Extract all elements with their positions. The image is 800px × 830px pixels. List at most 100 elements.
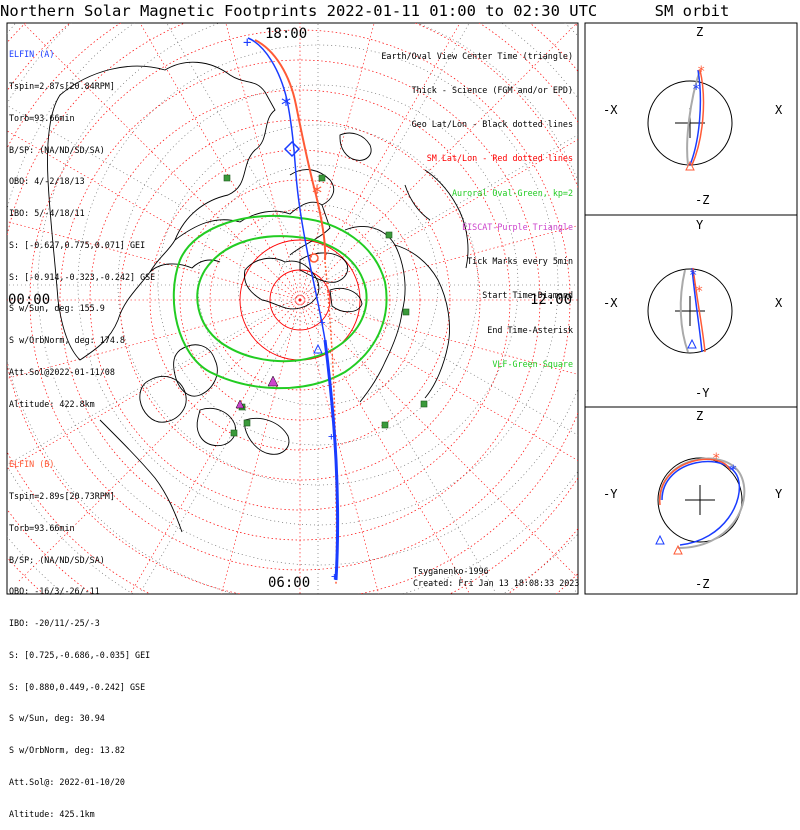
svg-text:*: * [697, 64, 705, 80]
sm-latitude-circle [209, 209, 391, 391]
tick-mark: + [331, 570, 338, 583]
eiscat-triangle [267, 375, 279, 387]
sm-longitude-line [299, 139, 578, 301]
elfin-a-line: Tspin=2.87s[20.84RPM] [9, 80, 115, 91]
orbit2-right-label: X [775, 296, 783, 310]
sm-longitude-line [225, 23, 301, 301]
elfin-b-info: ELFIN (B) Tspin=2.89s[20.73RPM] Torb=93.… [9, 438, 150, 830]
clock-label-right: 12:00 [530, 292, 573, 308]
vlf-square [318, 174, 326, 182]
elfin-a-line: S w/Sun, deg: 155.9 [9, 303, 105, 314]
elfin-b-line: S w/Sun, deg: 30.94 [9, 713, 105, 724]
clock-label-left: 00:00 [8, 292, 51, 308]
elfin-b-line: OBO: -16/3/-26/-11 [9, 586, 100, 597]
legend-item: SM Lat/Lon - Red dotted lines [426, 153, 573, 164]
orbit3-right-label: Y [775, 487, 783, 501]
sm-longitude-line [139, 23, 301, 301]
elfin-a-line: S: [-0.627,0.775,0.071] GEI [9, 239, 146, 250]
orbit2-bottom-label: -Y [695, 386, 710, 400]
vlf-square [381, 421, 389, 429]
start-asterisk: * [311, 181, 323, 205]
elfin-a-line: S: [-0.914,-0.323,-0.242] GSE [9, 271, 156, 282]
start-diamond [283, 140, 301, 158]
sm-longitude-line [7, 299, 301, 379]
sm-longitude-line [299, 23, 461, 301]
orbit-title: SM orbit [654, 2, 730, 20]
elfin-a-line: IBO: 5/-4/18/11 [9, 208, 85, 219]
vlf-stations [223, 174, 428, 437]
elfin-a-line: Att.Sol@2022-01-11/08 [9, 367, 115, 377]
elfin-b-line: S: [0.880,0.449,-0.242] GSE [9, 681, 146, 692]
orbit-panel-yz: * * [655, 451, 746, 555]
legend-item: VLF-Green Square [492, 358, 573, 369]
sm-longitude-line [7, 221, 301, 301]
elfin-b-line: Att.Sol@: 2022-01-10/20 [9, 777, 125, 787]
svg-text:*: * [712, 451, 720, 467]
sm-latitude-circle [29, 29, 571, 571]
elfin-a-line: B/SP: (NA/ND/SD/SA) [9, 144, 105, 155]
coastlines [47, 61, 469, 533]
footprint-map: * * + + + + * * * * [6, 22, 798, 595]
orbit2-top-label: Y [696, 218, 704, 232]
legend-item: Geo Lat/Lon - Black dotted lines [411, 119, 573, 130]
orbit-panel-xy: * * [647, 267, 733, 354]
elfin-b-line: IBO: -20/11/-25/-3 [9, 618, 100, 629]
clock-label-bottom: 06:00 [268, 575, 311, 591]
legend-item: End Time-Asterisk [487, 324, 573, 335]
created-label: Created: Fri Jan 13 18:08:33 2023 [413, 578, 580, 588]
clock-label-top: 18:00 [265, 26, 308, 42]
orbit3-top-label: Z [696, 409, 704, 423]
elfin-b-line: B/SP: (NA/ND/SD/SA) [9, 554, 105, 565]
svg-text:*: * [692, 82, 700, 98]
sm-latitude-circle [89, 89, 511, 511]
sm-longitude-line [299, 23, 578, 301]
model-label: Tsyganenko-1996 [413, 566, 489, 576]
map-frame [6, 22, 579, 595]
orbit-frame [584, 22, 798, 595]
end-asterisk-top: + [243, 35, 251, 51]
svg-text:*: * [689, 268, 697, 284]
sm-longitude-line [7, 299, 301, 470]
elfin-b-line: S: [0.725,-0.686,-0.035] GEI [9, 649, 151, 660]
elfin-a-info: ELFIN (A) Tspin=2.87s[20.84RPM] Torb=93.… [9, 28, 155, 420]
view-center-marker [309, 253, 319, 263]
sm-longitude-line [299, 23, 375, 301]
sm-longitude-line [299, 299, 578, 579]
vlf-square [402, 308, 410, 316]
sm-latitude-circle [149, 149, 451, 451]
legend-item: Tick Marks every 5min [467, 256, 573, 267]
elfin-b-line: S w/OrbNorm, deg: 13.82 [9, 745, 125, 756]
orbit3-bottom-label: -Z [695, 577, 710, 591]
vlf-square [223, 174, 231, 182]
vlf-square [385, 231, 393, 239]
elfin-b-line: Tspin=2.89s[20.73RPM] [9, 490, 115, 501]
orbit-panel-xz: * * [647, 64, 733, 171]
orbit1-left-label: -X [603, 103, 618, 117]
orbit3-left-label: -Y [603, 487, 618, 501]
elfin-a-line: S w/OrbNorm, deg: 174.8 [9, 335, 125, 346]
legend-item: Start Time-Diamond [482, 290, 573, 301]
sm-longitude-line [16, 299, 301, 584]
legend-item: EISCAT-Purple Triangle [462, 221, 573, 232]
sm-longitude-line [299, 299, 471, 594]
orbit1-top-label: Z [696, 25, 704, 39]
tick-mark: + [328, 430, 335, 443]
sm-longitude-line [220, 299, 301, 594]
sm-longitude-line [22, 23, 301, 301]
elfin-a-line: Altitude: 422.8km [9, 398, 95, 409]
auroral-oval [172, 214, 388, 390]
orbit1-right-label: X [775, 103, 783, 117]
elfin-a-line: Torb=93.66min [9, 112, 75, 123]
eiscat-stations [235, 375, 279, 409]
elfin-b-line: Altitude: 425.1km [9, 808, 95, 819]
elfin-a-line: OBO: 4/-2/18/13 [9, 176, 85, 187]
vlf-square [243, 419, 251, 427]
elfin-a-track: * + + + + [243, 35, 339, 583]
legend-item: Auroral Oval-Green, kp=2 [451, 187, 573, 198]
page-title: Northern Solar Magnetic Footprints 2022-… [0, 2, 598, 20]
legend: Earth/Oval View Center Time (triangle) T… [381, 28, 573, 382]
svg-text:*: * [729, 463, 737, 479]
legend-item: Thick - Science (FGM and/or EPD) [411, 85, 573, 96]
legend-item: Earth/Oval View Center Time (triangle) [381, 50, 573, 61]
eiscat-triangle [235, 399, 245, 409]
